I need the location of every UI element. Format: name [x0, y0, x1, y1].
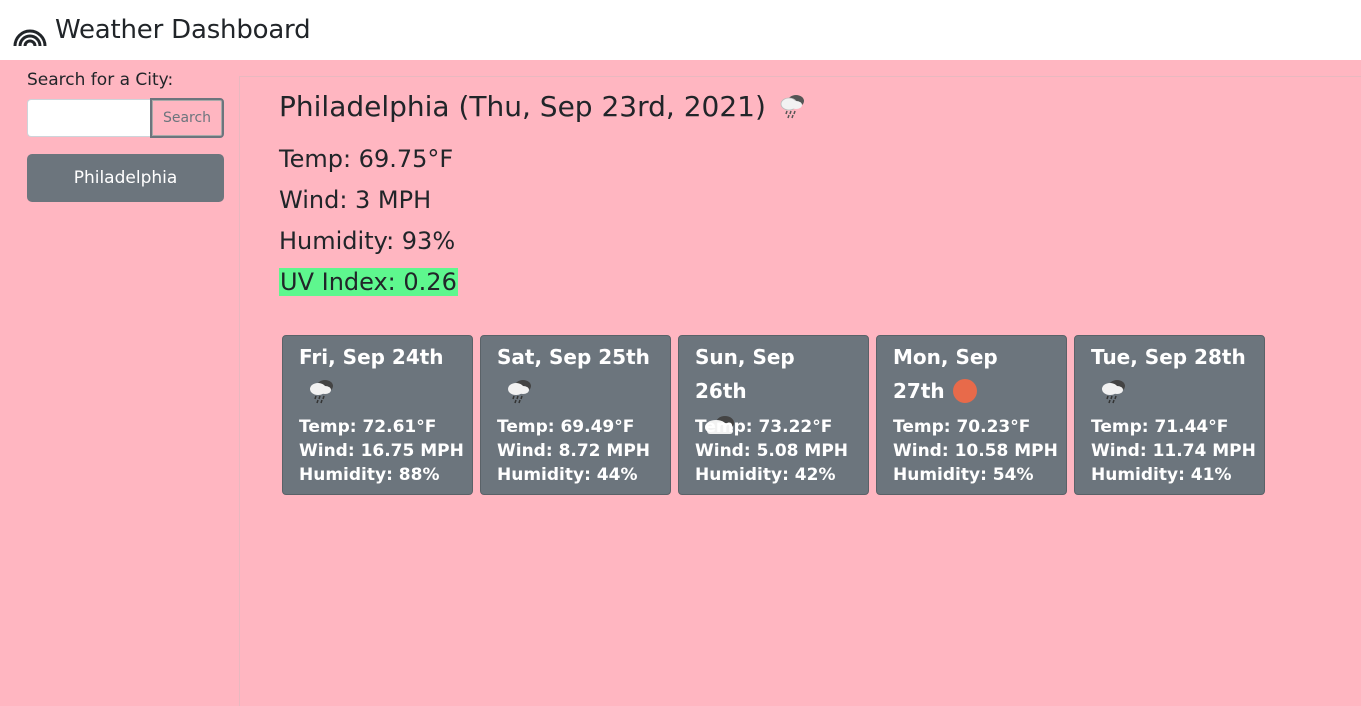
- forecast-humidity: Humidity: 44%: [497, 465, 638, 485]
- forecast-temp: Temp: 72.61°F: [299, 417, 437, 437]
- main-panel: Philadelphia (Thu, Sep 23rd, 2021) Temp:…: [239, 76, 1361, 706]
- forecast-card: Sat, Sep 25th Temp: 69.49°F Wind: 8.72 M…: [480, 335, 671, 495]
- current-humidity: Humidity: 93%: [279, 227, 456, 255]
- current-city-date: Philadelphia (Thu, Sep 23rd, 2021): [279, 89, 766, 123]
- forecast-humidity: Humidity: 88%: [299, 465, 440, 485]
- search-label: Search for a City:: [27, 70, 174, 90]
- forecast-wind: Wind: 11.74 MPH: [1091, 441, 1256, 461]
- search-button[interactable]: Search: [150, 98, 224, 138]
- forecast-wind: Wind: 5.08 MPH: [695, 441, 849, 461]
- sun-icon: [952, 378, 977, 403]
- forecast-date: Tue, Sep 28th: [1091, 345, 1246, 369]
- forecast-date: Fri, Sep 24th: [299, 345, 444, 369]
- cloud-icon: [705, 416, 734, 434]
- page-title: Weather Dashboard: [55, 15, 311, 45]
- forecast-humidity: Humidity: 42%: [695, 465, 836, 485]
- forecast-card: Sun, Sep 26th Temp: 73.22°F Wind: 5.08 M…: [678, 335, 869, 495]
- history-city-button[interactable]: Philadelphia: [27, 154, 224, 202]
- forecast-humidity: Humidity: 54%: [893, 465, 1034, 485]
- forecast-card: Fri, Sep 24th Temp: 72.61°F Wind: 16.75 …: [282, 335, 473, 495]
- current-wind: Wind: 3 MPH: [279, 186, 432, 214]
- uv-index: UV Index: 0.26: [279, 268, 458, 296]
- forecast-date-wrap: Mon, Sep 27th: [893, 340, 1013, 408]
- search-form: Search: [27, 98, 224, 138]
- rain-cloud-icon: [1102, 380, 1125, 404]
- current-temp: Temp: 69.75°F: [279, 145, 454, 173]
- forecast-row: Fri, Sep 24th Temp: 72.61°F Wind: 16.75 …: [282, 335, 1272, 495]
- forecast-humidity: Humidity: 41%: [1091, 465, 1232, 485]
- rain-cloud-icon: [780, 95, 804, 119]
- rain-cloud-icon: [310, 380, 333, 404]
- rain-cloud-icon: [508, 380, 531, 404]
- navbar: Weather Dashboard: [0, 0, 1361, 60]
- forecast-temp: Temp: 70.23°F: [893, 417, 1031, 437]
- forecast-wind: Wind: 8.72 MPH: [497, 441, 651, 461]
- forecast-temp: Temp: 73.22°F: [695, 417, 833, 437]
- forecast-date: Sun, Sep 26th: [695, 345, 795, 403]
- forecast-card: Tue, Sep 28th Temp: 71.44°F Wind: 11.74 …: [1074, 335, 1265, 495]
- forecast-temp: Temp: 69.49°F: [497, 417, 635, 437]
- current-weather-title: Philadelphia (Thu, Sep 23rd, 2021): [279, 89, 810, 123]
- forecast-wind: Wind: 16.75 MPH: [299, 441, 464, 461]
- forecast-date: Sat, Sep 25th: [497, 345, 650, 369]
- forecast-wind: Wind: 10.58 MPH: [893, 441, 1058, 461]
- city-search-input[interactable]: [27, 99, 150, 137]
- rainbow-icon: [13, 29, 47, 47]
- forecast-card: Mon, Sep 27th Temp: 70.23°F Wind: 10.58 …: [876, 335, 1067, 495]
- forecast-temp: Temp: 71.44°F: [1091, 417, 1229, 437]
- forecast-date: Mon, Sep 27th: [893, 345, 998, 403]
- sidebar: Search for a City: Search Philadelphia: [0, 60, 240, 706]
